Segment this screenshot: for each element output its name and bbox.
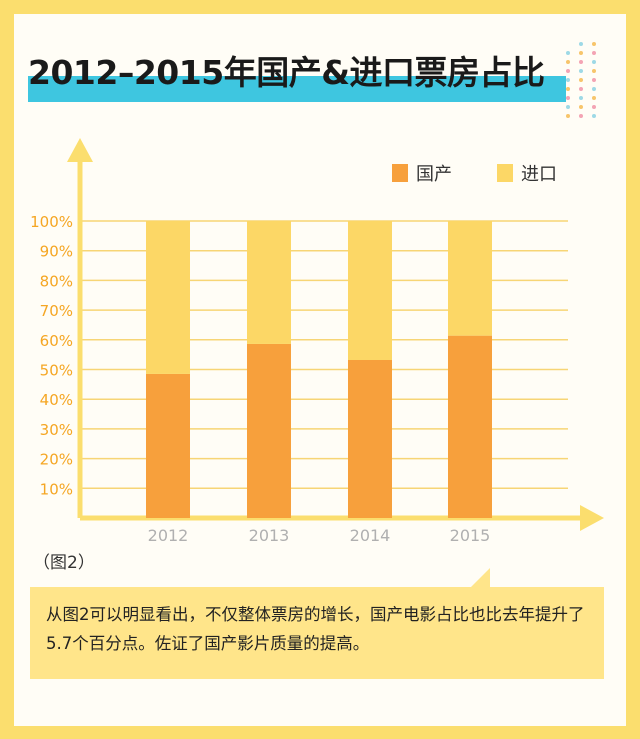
decor-dot bbox=[579, 51, 583, 55]
decor-dot bbox=[579, 42, 583, 46]
decor-dot bbox=[579, 78, 583, 82]
decor-dot bbox=[592, 78, 596, 82]
legend-swatch bbox=[392, 164, 408, 182]
decor-dot bbox=[592, 42, 596, 46]
legend-label: 进口 bbox=[521, 164, 557, 185]
decor-dot bbox=[566, 78, 570, 82]
decor-dot bbox=[579, 114, 583, 118]
y-tick-label: 40% bbox=[40, 391, 73, 409]
decor-dot bbox=[592, 51, 596, 55]
note-box bbox=[30, 587, 604, 679]
legend-swatch bbox=[497, 164, 513, 182]
decor-dot bbox=[579, 105, 583, 109]
bar-domestic bbox=[247, 343, 291, 518]
bar-imported bbox=[247, 221, 291, 344]
decor-dot bbox=[592, 60, 596, 64]
note-text: 从图2可以明显看出，不仅整体票房的增长，国产电影占比也比去年提升了5.7个百分点… bbox=[46, 605, 585, 653]
title-highlight-bar bbox=[28, 76, 566, 102]
decor-dot bbox=[592, 96, 596, 100]
y-tick-label: 50% bbox=[40, 362, 73, 380]
bar-imported bbox=[448, 221, 492, 336]
x-tick-label: 2014 bbox=[350, 526, 391, 545]
x-tick-label: 2012 bbox=[148, 526, 189, 545]
decor-dot bbox=[566, 60, 570, 64]
legend-label: 国产 bbox=[416, 164, 452, 185]
decor-dot bbox=[566, 87, 570, 91]
decor-dot bbox=[579, 69, 583, 73]
decor-dot bbox=[566, 51, 570, 55]
bar-domestic bbox=[448, 335, 492, 518]
x-tick-label: 2015 bbox=[450, 526, 491, 545]
bar-imported bbox=[348, 221, 392, 360]
decor-dot bbox=[592, 69, 596, 73]
decor-dot bbox=[592, 114, 596, 118]
x-axis-arrow bbox=[580, 505, 604, 531]
chart-title: 2012–2015年国产&进口票房占比 bbox=[28, 53, 545, 92]
bar-imported bbox=[146, 221, 190, 374]
decor-dot bbox=[592, 87, 596, 91]
y-tick-label: 70% bbox=[40, 302, 73, 320]
y-tick-label: 20% bbox=[40, 451, 73, 469]
y-tick-label: 80% bbox=[40, 272, 73, 290]
y-tick-label: 100% bbox=[30, 213, 73, 231]
x-tick-label: 2013 bbox=[249, 526, 290, 545]
y-tick-label: 30% bbox=[40, 421, 73, 439]
y-tick-label: 60% bbox=[40, 332, 73, 350]
decor-dot bbox=[566, 96, 570, 100]
bar-domestic bbox=[146, 373, 190, 518]
decor-dot bbox=[579, 60, 583, 64]
decor-dot bbox=[579, 96, 583, 100]
figure-label: （图2） bbox=[33, 553, 95, 573]
decor-dot bbox=[592, 105, 596, 109]
decor-dot bbox=[566, 114, 570, 118]
bar-domestic bbox=[348, 359, 392, 518]
decor-dot bbox=[566, 105, 570, 109]
decor-dot bbox=[566, 69, 570, 73]
y-tick-label: 90% bbox=[40, 243, 73, 261]
decor-dot bbox=[579, 87, 583, 91]
note-tab bbox=[470, 568, 490, 588]
y-axis-arrow bbox=[67, 138, 93, 162]
y-tick-label: 10% bbox=[40, 480, 73, 498]
